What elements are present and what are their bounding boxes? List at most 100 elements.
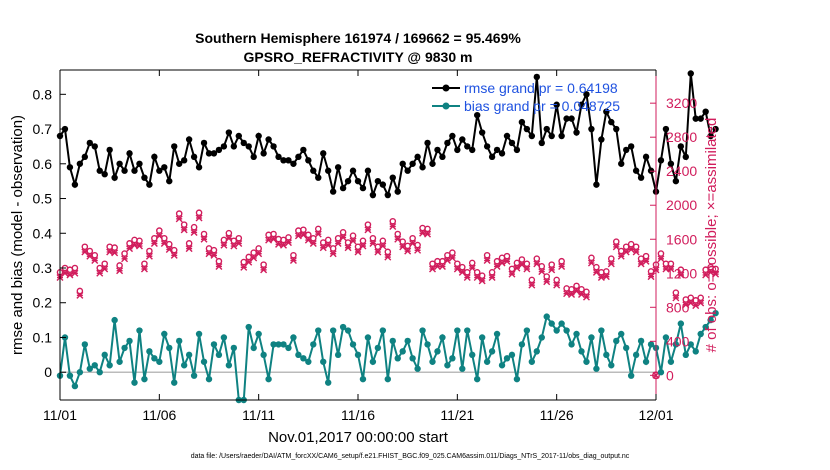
obs-assimilated-marker — [91, 257, 99, 265]
rmse-point — [334, 164, 342, 171]
rmse-point — [106, 146, 113, 154]
bias-point — [483, 358, 491, 365]
bias-point — [662, 334, 670, 341]
rmse-point — [195, 164, 203, 171]
bias-point — [632, 351, 640, 359]
rmse-point — [434, 146, 441, 154]
rmse-point — [66, 164, 74, 171]
obs-assimilated-marker — [175, 215, 183, 223]
obs-assimilated-marker — [453, 265, 461, 273]
rmse-point — [419, 164, 426, 171]
obs-assimilated-marker — [71, 269, 79, 277]
obs-assimilated-marker — [602, 273, 610, 281]
obs-assimilated-marker — [190, 228, 198, 236]
bias-point — [444, 362, 451, 369]
obs-assimilated-marker — [677, 271, 685, 279]
rmse-point — [439, 153, 446, 161]
rmse-point — [667, 160, 675, 167]
bias-point — [434, 348, 441, 355]
bias-point — [647, 341, 655, 348]
rmse-point — [96, 167, 103, 174]
bias-point — [320, 358, 327, 365]
bias-point — [454, 327, 461, 334]
obs-assimilated-marker — [160, 240, 168, 248]
obs-assimilated-marker — [548, 266, 556, 274]
obs-assimilated-marker — [359, 242, 367, 250]
bias-point — [493, 330, 501, 338]
bias-point — [697, 330, 704, 338]
rmse-point — [131, 167, 138, 174]
rmse-point — [200, 139, 208, 147]
obs-assimilated-marker — [235, 240, 243, 248]
rmse-point — [146, 181, 153, 188]
obs-assimilated-marker — [493, 262, 501, 270]
rmse-point — [156, 167, 163, 174]
rmse-point — [310, 167, 317, 174]
bias-point — [280, 341, 287, 348]
rmse-point — [414, 153, 421, 161]
bias-point — [305, 358, 312, 365]
rmse-point — [210, 150, 218, 157]
bias-point — [260, 351, 267, 359]
obs-assimilated-marker — [349, 237, 357, 245]
obs-assimilated-marker — [314, 230, 322, 238]
obs-assimilated-marker — [379, 242, 387, 250]
bias-point — [439, 334, 446, 341]
bias-point — [166, 344, 173, 352]
obs-assimilated-marker — [632, 248, 640, 256]
rmse-point — [225, 129, 233, 136]
obs-assimilated-marker — [508, 270, 516, 278]
rmse-point — [171, 143, 178, 150]
x-tick-label: 11/26 — [540, 407, 574, 423]
rmse-point — [265, 136, 272, 143]
bias-point — [111, 316, 118, 324]
bias-point — [364, 334, 372, 341]
legend-rmse-label: rmse grand pr = 0.64198 — [464, 80, 618, 96]
rmse-point — [240, 139, 247, 147]
bias-point — [588, 334, 595, 341]
y-tick-label-right: 3200 — [666, 95, 697, 111]
bias-point — [96, 369, 103, 376]
obs-assimilated-marker — [374, 248, 382, 256]
bias-point — [300, 355, 307, 362]
bias-point — [171, 379, 178, 386]
bias-point — [270, 341, 277, 348]
obs-assimilated-marker — [424, 230, 432, 238]
obs-assimilated-marker — [270, 235, 278, 243]
obs-assimilated-marker — [657, 255, 665, 263]
bias-point — [469, 351, 476, 359]
bias-point — [583, 358, 590, 365]
obs-assimilated-marker — [121, 255, 129, 263]
rmse-point — [369, 191, 377, 199]
rmse-point — [583, 91, 590, 98]
x-tick-label: 11/01 — [43, 407, 77, 423]
rmse-point — [280, 157, 287, 164]
obs-assimilated-marker — [339, 234, 347, 242]
rmse-point — [180, 157, 188, 164]
rmse-point — [469, 146, 476, 154]
obs-assimilated-marker — [553, 281, 561, 289]
rmse-point — [205, 150, 213, 157]
obs-assimilated-marker — [558, 262, 566, 270]
bias-point — [464, 327, 471, 334]
rmse-point — [220, 143, 228, 150]
bias-point — [121, 344, 128, 352]
bias-point — [339, 323, 347, 331]
rmse-point — [642, 153, 650, 161]
rmse-point — [285, 157, 292, 164]
obs-assimilated-marker — [126, 245, 134, 253]
x-tick-label: 12/01 — [638, 407, 673, 423]
bias-point — [414, 365, 421, 372]
y-tick-label-left: 0.1 — [33, 329, 53, 345]
bias-point — [543, 313, 550, 320]
rmse-point — [603, 108, 610, 115]
bias-point — [180, 362, 188, 369]
rmse-point — [712, 125, 719, 133]
obs-assimilated-marker — [409, 240, 417, 248]
rmse-point — [151, 153, 158, 161]
obs-assimilated-marker — [468, 264, 476, 272]
rmse-point — [702, 108, 709, 115]
rmse-point — [354, 177, 362, 185]
rmse-point — [563, 115, 570, 122]
obs-assimilated-marker — [612, 243, 620, 251]
